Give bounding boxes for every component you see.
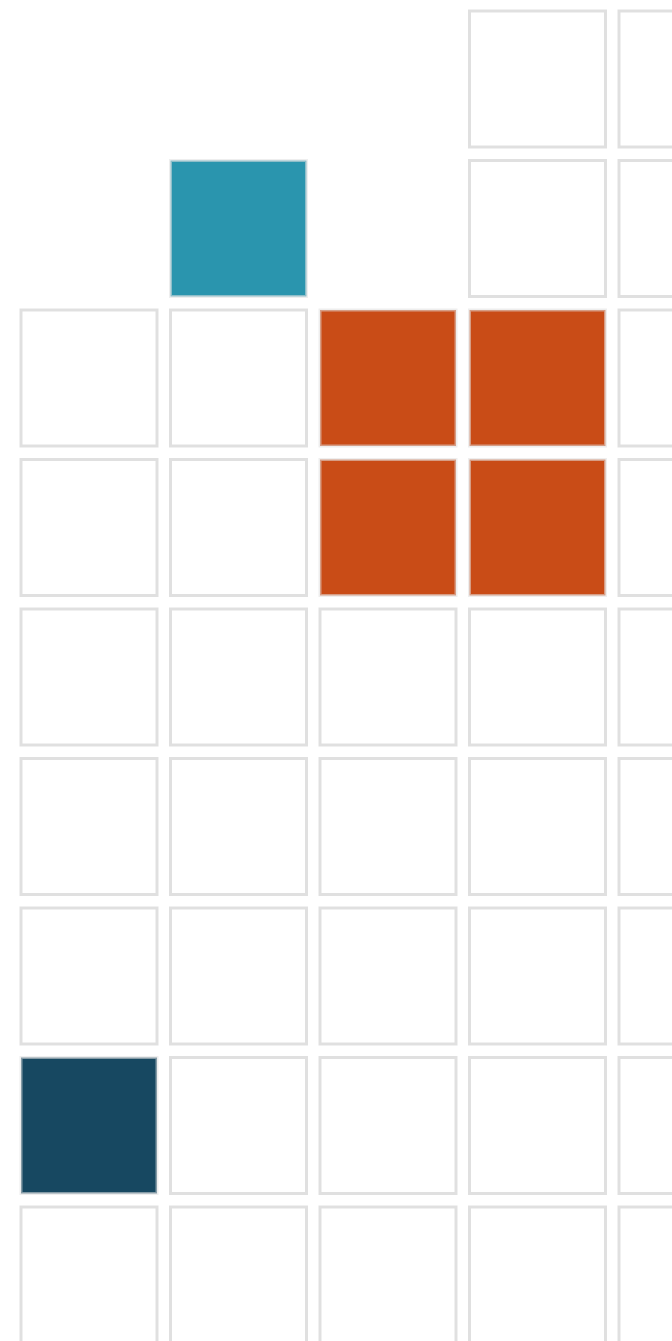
filled-cell bbox=[19, 1056, 159, 1195]
empty-cell bbox=[318, 757, 458, 896]
empty-cell bbox=[468, 607, 607, 747]
empty-cell bbox=[617, 458, 672, 597]
empty-cell bbox=[19, 308, 159, 448]
empty-cell bbox=[318, 906, 458, 1046]
empty-cell bbox=[617, 9, 672, 149]
empty-cell bbox=[318, 607, 458, 747]
filled-cell bbox=[169, 159, 308, 298]
empty-cell bbox=[318, 1056, 458, 1195]
empty-cell bbox=[617, 159, 672, 298]
empty-cell bbox=[169, 906, 308, 1046]
empty-cell bbox=[617, 308, 672, 448]
empty-cell bbox=[617, 757, 672, 896]
empty-cell bbox=[19, 906, 159, 1046]
empty-cell bbox=[169, 757, 308, 896]
empty-cell bbox=[468, 9, 607, 149]
empty-cell bbox=[169, 1205, 308, 1341]
empty-cell bbox=[169, 607, 308, 747]
empty-cell bbox=[318, 1205, 458, 1341]
empty-cell bbox=[19, 458, 159, 597]
empty-cell bbox=[468, 1056, 607, 1195]
empty-cell bbox=[617, 607, 672, 747]
empty-cell bbox=[617, 906, 672, 1046]
empty-cell bbox=[468, 159, 607, 298]
filled-cell bbox=[468, 308, 607, 448]
empty-cell bbox=[468, 1205, 607, 1341]
empty-cell bbox=[169, 1056, 308, 1195]
empty-cell bbox=[468, 757, 607, 896]
empty-cell bbox=[169, 308, 308, 448]
empty-cell bbox=[617, 1205, 672, 1341]
filled-cell bbox=[468, 458, 607, 597]
empty-cell bbox=[169, 458, 308, 597]
filled-cell bbox=[318, 458, 458, 597]
empty-cell bbox=[468, 906, 607, 1046]
filled-cell bbox=[318, 308, 458, 448]
empty-cell bbox=[19, 1205, 159, 1341]
empty-cell bbox=[19, 607, 159, 747]
empty-cell bbox=[617, 1056, 672, 1195]
empty-cell bbox=[19, 757, 159, 896]
